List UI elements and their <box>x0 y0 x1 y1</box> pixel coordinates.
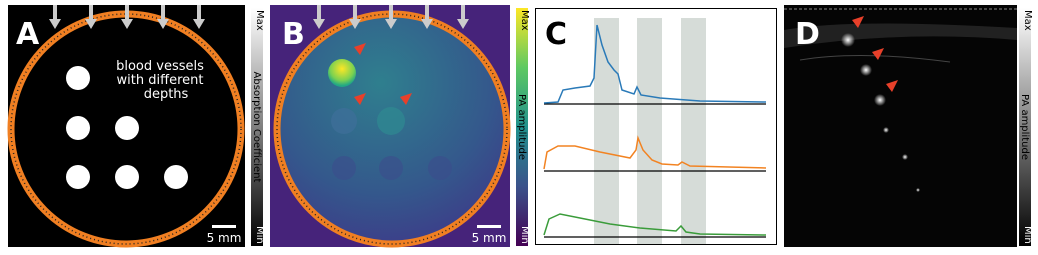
shape <box>477 225 501 228</box>
shape <box>544 103 766 238</box>
shape <box>860 64 872 76</box>
shape <box>115 165 139 189</box>
colorbar-max: Max <box>254 10 265 31</box>
shape <box>10 13 242 245</box>
shape <box>332 156 356 180</box>
shape <box>799 54 951 63</box>
shape <box>428 156 452 180</box>
shape <box>1019 8 1031 246</box>
colorbar-title: PA amplitude <box>516 94 527 160</box>
shape <box>543 135 767 170</box>
panel-label: C <box>545 17 567 52</box>
shape <box>594 18 706 244</box>
shape <box>328 59 356 87</box>
shape <box>874 94 886 106</box>
shape <box>902 154 908 160</box>
shape <box>594 18 619 244</box>
shape <box>784 23 1017 48</box>
annotation: depths <box>144 87 189 102</box>
shape <box>115 116 139 140</box>
shape <box>841 33 855 47</box>
shape <box>66 66 188 189</box>
colorbar-title: Absorption Coefficient <box>251 72 262 183</box>
shape <box>164 165 188 189</box>
annotation: with different <box>117 73 204 88</box>
shape <box>379 156 403 180</box>
scale-bar-label: 5 mm <box>472 231 507 245</box>
panel-label: A <box>16 17 40 52</box>
scale-bar-label: 5 mm <box>207 231 242 245</box>
shape <box>331 108 357 134</box>
shape <box>681 18 706 244</box>
annotation: blood vessels <box>116 59 204 74</box>
shape <box>251 8 263 246</box>
shape <box>66 66 90 90</box>
colorbar-title: PA amplitude <box>1019 94 1030 160</box>
colorbar-max: Max <box>519 10 530 31</box>
shape <box>916 188 920 192</box>
shape <box>377 107 405 135</box>
shape <box>212 225 236 228</box>
colorbar-min: Min <box>254 226 265 244</box>
shape <box>637 18 662 244</box>
colorbar-min: Min <box>519 226 530 244</box>
shape <box>543 213 767 236</box>
shape <box>276 13 508 245</box>
colorbar-min: Min <box>1022 226 1033 244</box>
panel-label: B <box>282 17 305 52</box>
shape <box>784 5 1017 247</box>
shape <box>543 24 767 236</box>
shape <box>516 8 528 246</box>
panel-label: D <box>795 17 820 52</box>
shape <box>66 165 90 189</box>
shape <box>883 127 889 133</box>
colorbar-max: Max <box>1022 10 1033 31</box>
shape <box>66 116 90 140</box>
shape <box>543 24 767 104</box>
